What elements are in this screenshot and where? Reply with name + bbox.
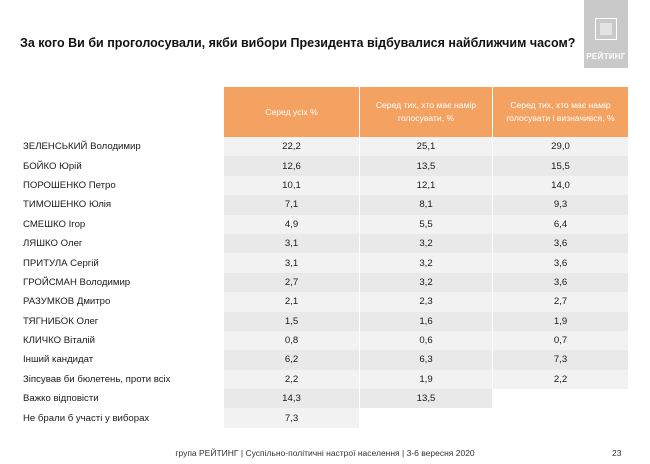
value-cell: 15,5: [493, 156, 628, 176]
value-cell: 2,3: [360, 292, 492, 312]
value-cell: 3,2: [360, 272, 492, 293]
table-row: ТЯГНИБОК Олег 1,5 1,6 1,9: [21, 311, 628, 331]
candidate-name: ПОРОШЕНКО Петро: [23, 179, 116, 191]
candidate-name: Важко відповісти: [23, 393, 99, 405]
table-header-row: Серед усіх % Серед тих, хто має намір го…: [21, 87, 628, 137]
candidate-name: Інший кандидат: [23, 354, 94, 366]
header-blank-cell: [21, 87, 223, 137]
value-cell: 1,6: [360, 311, 492, 331]
value-cell: 12,6: [224, 156, 359, 176]
value-cell: 3,2: [360, 233, 492, 254]
table-row: Зіпсував би бюлетень, проти всіх 2,2 1,9 2,…: [21, 369, 628, 390]
value-cell: 6,3: [360, 350, 492, 370]
value-cell: 3,2: [360, 253, 492, 273]
candidate-name: ТЯГНИБОК Олег: [23, 315, 99, 327]
candidate-name: ГРОЙСМАН Володимир: [23, 276, 131, 288]
value-cell: 7,3: [224, 408, 359, 428]
rating-logo: РЕЙТИНГ: [584, 0, 628, 68]
column-header-intend: Серед тих, хто має намір голосувати, %: [360, 87, 492, 137]
candidate-name: СМЕШКО Ігор: [23, 218, 86, 230]
value-cell: 14,0: [493, 175, 628, 196]
results-table: Серед усіх % Серед тих, хто має намір го…: [20, 87, 629, 428]
value-cell: [493, 389, 628, 408]
candidate-name: КЛИЧКО Віталій: [23, 335, 96, 347]
candidate-name: РАЗУМКОВ Дмитро: [23, 296, 111, 308]
value-cell: 1,9: [360, 369, 492, 390]
table-row: ЛЯШКО Олег 3,1 3,2 3,6: [21, 233, 628, 254]
table-row: ПОРОШЕНКО Петро 10,1 12,1 14,0: [21, 175, 628, 196]
table-row: Інший кандидат 6,2 6,3 7,3: [21, 350, 628, 370]
value-cell: 10,1: [224, 175, 359, 196]
value-cell: 0,8: [224, 330, 359, 351]
value-cell: 6,4: [493, 214, 628, 234]
value-cell: [360, 408, 492, 427]
table-row: БОЙКО Юрій 12,6 13,5 15,5: [21, 156, 628, 176]
value-cell: 9,3: [493, 195, 628, 215]
value-cell: 5,5: [360, 214, 492, 234]
value-cell: 3,1: [224, 233, 359, 254]
value-cell: 14,3: [224, 389, 359, 409]
value-cell: 8,1: [360, 195, 492, 215]
value-cell: 29,0: [493, 137, 628, 157]
table-row: ЗЕЛЕНСЬКИЙ Володимир 22,2 25,1 29,0: [21, 137, 628, 157]
value-cell: 1,5: [224, 311, 359, 331]
value-cell: 2,2: [224, 369, 359, 390]
column-header-decided: Серед тих, хто має намір голосувати і ви…: [493, 87, 628, 137]
value-cell: 2,2: [493, 369, 628, 390]
table-row: ТИМОШЕНКО Юлія 7,1 8,1 9,3: [21, 195, 628, 215]
value-cell: 3,1: [224, 253, 359, 273]
value-cell: 3,6: [493, 272, 628, 293]
value-cell: 3,6: [493, 253, 628, 273]
value-cell: 2,7: [493, 292, 628, 312]
value-cell: 4,9: [224, 214, 359, 234]
candidate-name: ТИМОШЕНКО Юлія: [23, 199, 112, 211]
value-cell: 1,9: [493, 311, 628, 331]
column-header-all: Серед усіх %: [224, 87, 359, 137]
candidate-name: ПРИТУЛА Сергій: [23, 257, 99, 269]
value-cell: 2,1: [224, 292, 359, 312]
table-row: Не брали б участі у виборах 7,3: [21, 408, 628, 428]
logo-square-icon: [595, 18, 617, 40]
table-row: КЛИЧКО Віталій 0,8 0,6 0,7: [21, 330, 628, 351]
value-cell: [493, 408, 628, 427]
value-cell: 7,3: [493, 350, 628, 370]
table-body: ЗЕЛЕНСЬКИЙ Володимир 22,2 25,1 29,0 БОЙКО Юр…: [21, 137, 628, 428]
value-cell: 25,1: [360, 137, 492, 157]
value-cell: 12,1: [360, 175, 492, 196]
page-title: За кого Ви би проголосували, якби вибори…: [20, 36, 576, 50]
value-cell: 0,7: [493, 330, 628, 351]
value-cell: 13,5: [360, 156, 492, 176]
value-cell: 13,5: [360, 389, 492, 409]
value-cell: 22,2: [224, 137, 359, 157]
value-cell: 7,1: [224, 195, 359, 215]
table-row: ПРИТУЛА Сергій 3,1 3,2 3,6: [21, 253, 628, 273]
value-cell: 0,6: [360, 330, 492, 351]
value-cell: 2,7: [224, 272, 359, 293]
candidate-name: ЛЯШКО Олег: [23, 238, 83, 250]
value-cell: 6,2: [224, 350, 359, 370]
table-row: ГРОЙСМАН Володимир 2,7 3,2 3,6: [21, 272, 628, 293]
table-row: СМЕШКО Ігор 4,9 5,5 6,4: [21, 214, 628, 234]
page-number: 23: [612, 448, 622, 458]
table-row: Важко відповісти 14,3 13,5: [21, 389, 628, 409]
candidate-name: Не брали б участі у виборах: [23, 412, 150, 424]
candidate-name: ЗЕЛЕНСЬКИЙ Володимир: [23, 141, 141, 153]
candidate-name: Зіпсував би бюлетень, проти всіх: [23, 373, 171, 385]
candidate-name: БОЙКО Юрій: [23, 160, 82, 172]
logo-text: РЕЙТИНГ: [586, 52, 626, 61]
value-cell: 3,6: [493, 233, 628, 254]
footer-source: група РЕЙТИНГ | Суспільно-політичні наст…: [175, 448, 475, 458]
table-row: РАЗУМКОВ Дмитро 2,1 2,3 2,7: [21, 292, 628, 312]
